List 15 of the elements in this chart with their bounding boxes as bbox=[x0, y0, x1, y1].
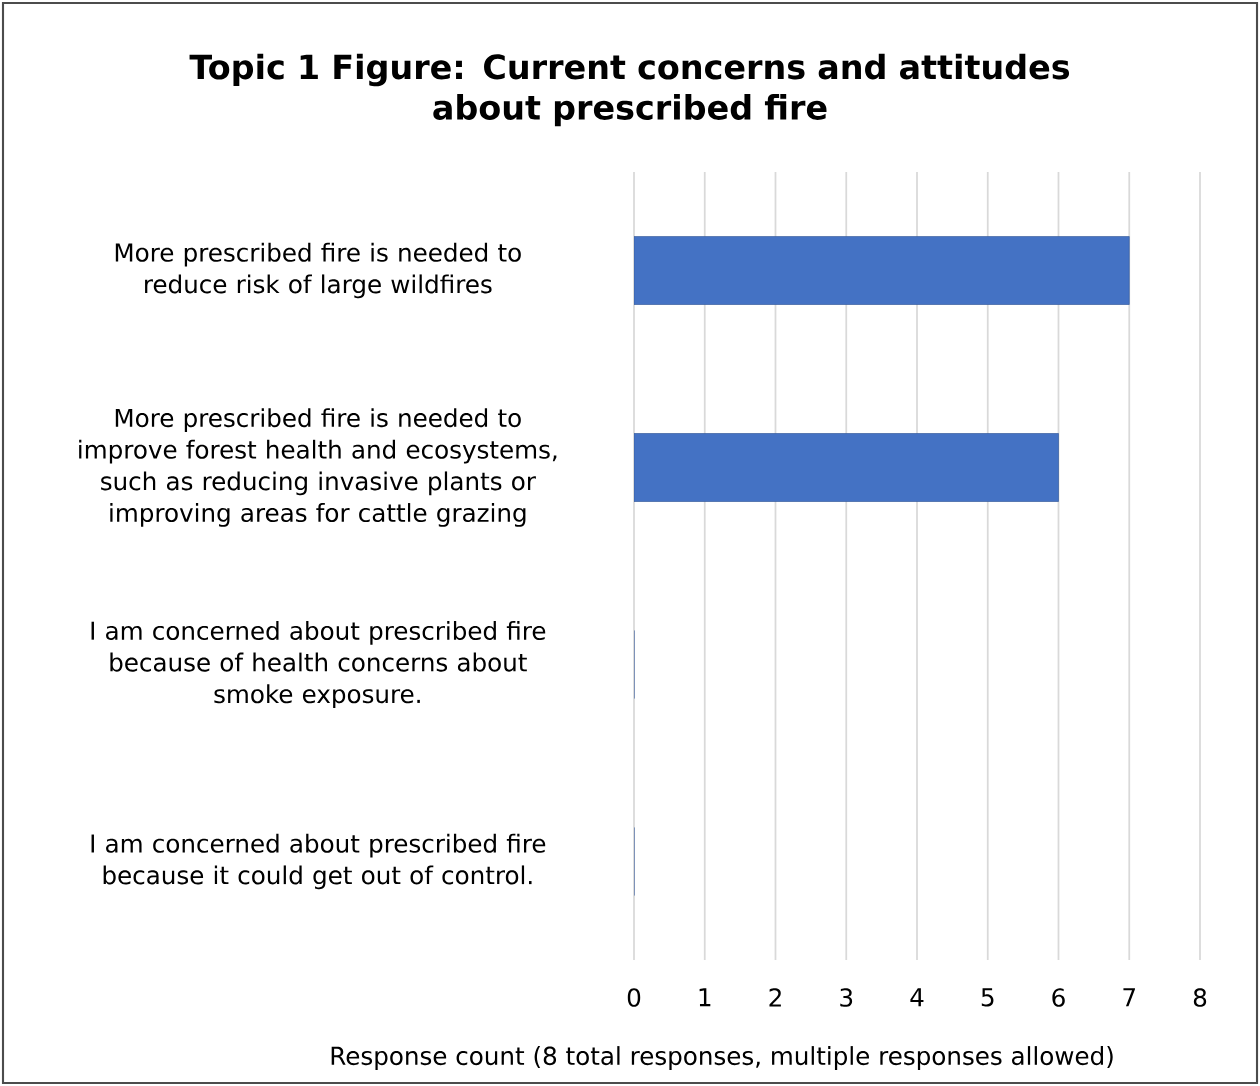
y-tick-label: More prescribed fire is needed to reduce risk of large wildfires bbox=[115, 242, 521, 299]
x-tick-label: 0 bbox=[627, 988, 641, 1007]
x-tick-label: 5 bbox=[981, 988, 994, 1007]
x-tick-label: 1 bbox=[699, 988, 711, 1007]
y-tick-label: I am concerned about prescribed fire because of health concerns about smoke exposure. bbox=[91, 620, 546, 709]
x-tick-label: 3 bbox=[840, 988, 853, 1007]
x-tick-label: 7 bbox=[1123, 988, 1135, 1007]
y-tick-label: I am concerned about prescribed fire because it could get out of control. bbox=[91, 833, 546, 890]
x-tick-label: 6 bbox=[1052, 988, 1065, 1007]
x-tick-label: 2 bbox=[769, 988, 781, 1007]
x-tick-label: 4 bbox=[910, 988, 924, 1007]
y-tick-label: More prescribed fire is needed to improve forest health and ecosystems, such as reducing invasive plants or improving areas for cattle grazing bbox=[79, 408, 557, 527]
chart-title: Topic 1 Figure: Current concerns and attitudes about prescribed fire bbox=[189, 53, 1070, 127]
x-tick-label: 8 bbox=[1193, 988, 1207, 1007]
x-axis-title: Response count (8 total responses, multiple responses allowed) bbox=[331, 1046, 1113, 1070]
